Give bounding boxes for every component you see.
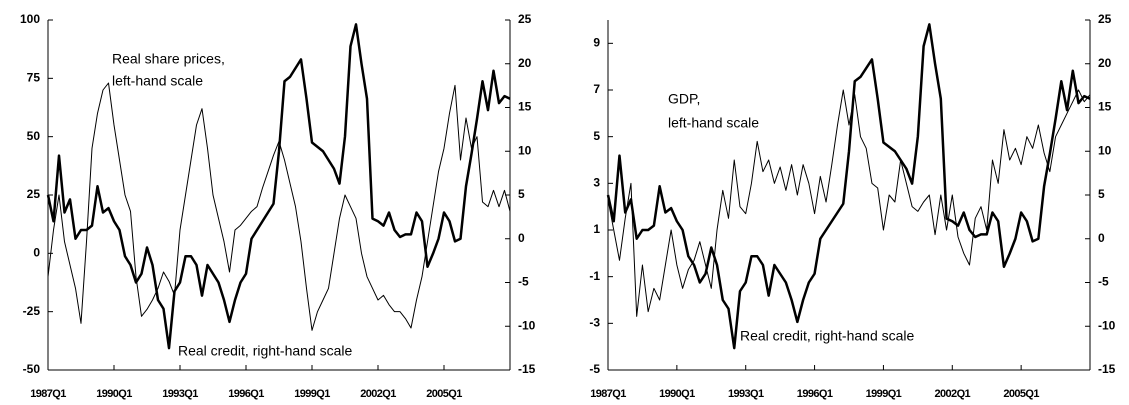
y2-tick-label: -15 [518,362,536,376]
y-tick-label: 50 [27,129,41,143]
line-series [606,23,1091,350]
annotation: Real credit, right-hand scale [740,328,915,344]
y2-tick-label: 5 [518,187,525,201]
annotation: left-hand scale [668,115,759,131]
y2-tick-label: 20 [1098,56,1112,70]
y2-tick-label: 20 [518,56,532,70]
y2-tick-label: 5 [1098,187,1105,201]
x-tick-label: 2002Q1 [360,388,396,400]
x-tick-label: 1987Q1 [30,388,66,400]
x-tick-label: 2002Q1 [935,388,971,400]
y2-tick-label: 0 [1098,231,1105,245]
y2-tick-label: -10 [1098,318,1116,332]
x-tick-label: 2005Q1 [426,388,462,400]
x-tick-label: 1993Q1 [162,388,198,400]
y-tick-label: 75 [27,71,41,85]
x-tick-label: 1999Q1 [866,388,902,400]
y-tick-label: 9 [593,36,600,50]
x-tick-label: 1990Q1 [96,388,132,400]
line-series [46,23,511,350]
line-series [607,89,1091,317]
x-tick-label: 1996Q1 [228,388,264,400]
y-tick-label: 3 [593,176,600,190]
y2-tick-label: 10 [518,143,532,157]
annotation: left-hand scale [112,73,203,89]
y2-tick-label: 15 [518,100,532,114]
annotation: Real credit, right-hand scale [178,343,353,359]
y2-tick-label: -5 [1098,275,1109,289]
y-tick-label: -1 [589,269,600,283]
y-tick-label: 0 [33,246,40,260]
y-tick-label: 5 [593,129,600,143]
y-tick-label: -25 [23,304,41,318]
y2-tick-label: -15 [1098,362,1116,376]
y-tick-label: -3 [589,316,600,330]
y2-tick-label: 0 [518,231,525,245]
x-tick-label: 1993Q1 [728,388,764,400]
x-tick-label: 1996Q1 [797,388,833,400]
y-tick-label: -50 [23,362,41,376]
annotation: GDP, [668,91,700,107]
y-tick-label: 100 [20,12,40,26]
x-tick-label: 1987Q1 [590,388,626,400]
x-tick-label: 1999Q1 [294,388,330,400]
y-tick-label: 25 [27,187,41,201]
y2-tick-label: -10 [518,318,536,332]
x-tick-label: 2005Q1 [1003,388,1039,400]
y-tick-label: -5 [589,362,600,376]
line-series [47,82,511,331]
y-tick-label: 7 [593,82,600,96]
x-tick-label: 1990Q1 [659,388,695,400]
y2-tick-label: -5 [518,275,529,289]
y2-tick-label: 25 [1098,12,1112,26]
y-tick-label: 1 [593,222,600,236]
y2-tick-label: 10 [1098,143,1112,157]
annotation: Real share prices, [112,51,225,67]
y2-tick-label: 15 [1098,100,1112,114]
y2-tick-label: 25 [518,12,532,26]
